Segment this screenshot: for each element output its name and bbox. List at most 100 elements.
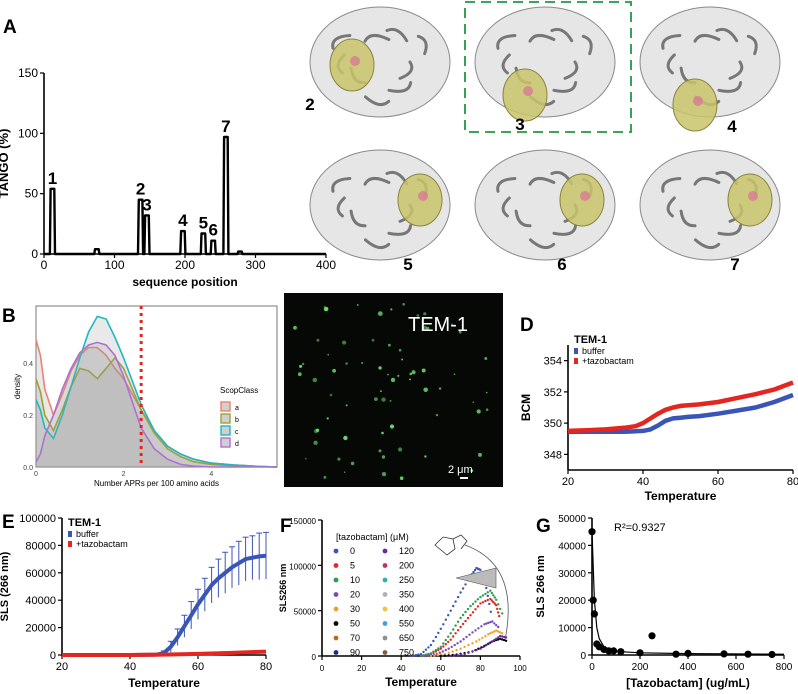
x-tick-label: 40: [397, 664, 406, 673]
sls-point: [459, 647, 462, 650]
sls-point: [463, 653, 466, 656]
fluorescent-cell: [293, 325, 297, 330]
y-tick-label: 40000: [25, 595, 56, 607]
legend-label: +tazobactam: [76, 539, 128, 549]
legend-label: 120: [399, 546, 414, 556]
sls-point: [437, 647, 440, 650]
fluorescent-cell: [371, 338, 375, 342]
sls-point: [452, 635, 455, 638]
y-tick-label: 348: [544, 449, 562, 461]
sls-point: [464, 610, 467, 614]
sls-point: [432, 639, 435, 643]
ribbon-helix: [501, 196, 511, 218]
x-tick-label: 0: [320, 664, 325, 673]
sls-point: [447, 654, 450, 657]
micrograph: [284, 293, 503, 487]
density-line: [35, 341, 277, 468]
fluorescent-cell: [337, 457, 341, 461]
sls-point: [481, 636, 484, 640]
sls-point: [481, 594, 485, 597]
sls-point: [491, 620, 494, 623]
ribbon-helix: [528, 176, 556, 186]
sls-point: [474, 608, 477, 611]
fluorescent-cell: [388, 343, 391, 347]
sls-point: [467, 643, 470, 647]
fluorescent-cell: [409, 372, 413, 376]
fluorescent-cell: [378, 366, 382, 370]
x-tick-label: 60: [192, 661, 204, 673]
peak-label: 5: [199, 213, 208, 232]
tango-trace: [44, 135, 326, 256]
sls-point: [433, 654, 436, 657]
ribbon-helix: [666, 196, 676, 218]
sls-series: [62, 553, 267, 657]
sls-point: [449, 632, 452, 635]
sls-point: [496, 607, 499, 611]
sls-point: [497, 630, 500, 633]
ribbon-helix: [715, 27, 739, 43]
legend-label: 400: [399, 604, 414, 614]
fluorescent-cell: [423, 312, 427, 316]
sls-point: [449, 609, 452, 612]
sls-point: [467, 651, 470, 654]
sls-point: [495, 629, 498, 632]
fluorescent-cell: [453, 373, 456, 376]
legend-marker: [68, 531, 72, 537]
legend-label: c: [235, 429, 239, 436]
sls-point: [486, 598, 489, 602]
ribbon-helix: [552, 224, 578, 236]
legend-label: 90: [350, 648, 360, 658]
legend-label: buffer: [76, 529, 99, 539]
legend-label: +tazobactam: [582, 356, 634, 366]
peak-label: 4: [178, 211, 188, 230]
x-tick-label: 300: [245, 258, 265, 272]
legend-marker: [333, 563, 339, 568]
legend-label: 750: [399, 648, 414, 658]
ribbon-helix: [387, 81, 413, 93]
sls-vs-tazobactam-plot: 0 200 400 600 800 0 10000 20000 30000 40000 50000 […: [535, 514, 793, 690]
ribbon-helix: [717, 224, 743, 236]
fluorescent-cell: [361, 362, 363, 364]
sls-concentration-plot: 0 20 40 60 80 100050000100000150000Temperatur…: [278, 517, 527, 689]
legend-marker: [574, 358, 578, 364]
x-tick-label: 600: [728, 662, 745, 673]
sls-point: [474, 629, 477, 632]
x-tick-label: 80: [260, 661, 272, 673]
sls-point: [495, 598, 498, 601]
data-point: [768, 650, 776, 659]
legend-label: 200: [399, 561, 414, 571]
sls-point: [439, 627, 442, 630]
sls-point: [442, 642, 445, 645]
ribbon-helix: [661, 34, 682, 50]
x-tick-label: 200: [175, 258, 195, 272]
structure-label: 7: [730, 255, 739, 274]
fluorescent-cell: [424, 455, 427, 458]
legend-marker: [382, 621, 388, 626]
legend-marker: [333, 650, 339, 655]
y-axis-label: TANGO (%): [0, 129, 11, 199]
y-tick-label: 0: [31, 247, 38, 261]
sls-point: [426, 654, 430, 657]
legend-label: 20: [350, 590, 360, 600]
sls-point: [414, 653, 418, 657]
sls-point: [479, 595, 482, 599]
ribbon-helix: [728, 60, 744, 80]
x-tick-label: 800: [776, 662, 793, 673]
sls-point: [452, 604, 455, 608]
peak-label: 3: [142, 195, 151, 214]
sls-point: [492, 594, 495, 597]
sls-point: [501, 638, 504, 641]
fluorescent-cell: [380, 390, 382, 392]
legend-marker: [382, 548, 388, 554]
y-tick-label: 0.2: [23, 413, 33, 420]
sls-point: [429, 654, 433, 658]
ribbon-helix: [331, 34, 352, 50]
gradient-wedge: [455, 567, 497, 589]
sls-point: [437, 631, 440, 635]
y-tick-label: 0: [580, 651, 586, 662]
sls-point: [475, 640, 478, 643]
sls-point: [483, 623, 486, 626]
sls-point: [468, 633, 471, 636]
legend-title: ScopClass: [220, 386, 258, 395]
